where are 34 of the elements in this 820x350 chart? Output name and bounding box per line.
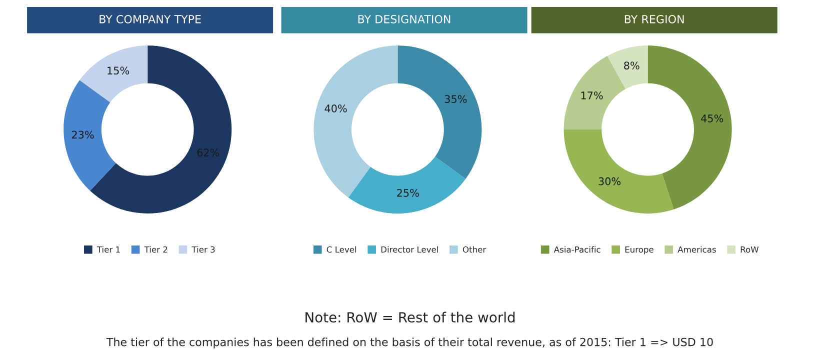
text: Note: RoW = Rest of the world xyxy=(306,312,515,323)
donut-slice xyxy=(648,46,732,210)
legend-label: Tier 3 xyxy=(192,246,215,253)
chart-title: BY COMPANY TYPE xyxy=(100,14,201,24)
donut-slice xyxy=(314,46,398,198)
data-label: 17% xyxy=(581,92,603,100)
donut-slice xyxy=(80,46,148,102)
data-label: 40% xyxy=(324,104,347,112)
donut-slice xyxy=(398,46,482,179)
donut-slice xyxy=(64,80,116,191)
legend-label: Other xyxy=(462,246,486,253)
data-label: 45% xyxy=(701,114,724,122)
legend-label: Tier 1 xyxy=(96,246,120,253)
legend-label: Americas xyxy=(678,246,716,253)
data-label: 35% xyxy=(444,95,467,103)
donut-slice xyxy=(564,56,626,130)
chart-title: BY REGION xyxy=(624,14,684,24)
legend-label: Asia-Pacific xyxy=(554,246,600,253)
donut-slice xyxy=(348,156,466,214)
text: The tier of the companies has been defined on the basis of their total revenue, as of 2015: Tier 1 => USD 10 xyxy=(106,338,713,348)
data-label: 62% xyxy=(197,148,220,156)
legend-label: RoW xyxy=(740,246,759,253)
donut-slice xyxy=(564,130,674,214)
legend-label: Europe xyxy=(625,246,654,254)
data-label: 30% xyxy=(598,177,621,186)
data-label: 8% xyxy=(624,62,640,70)
legend-label: Tier 2 xyxy=(144,246,168,253)
donut-slice xyxy=(607,46,648,90)
legend-label: Director Level xyxy=(381,246,438,253)
chart-title: BY DESIGNATION xyxy=(358,14,450,24)
data-label: 23% xyxy=(72,130,94,139)
legend-label: C Level xyxy=(326,246,356,253)
data-label: 25% xyxy=(397,188,419,197)
data-label: 15% xyxy=(108,66,130,75)
